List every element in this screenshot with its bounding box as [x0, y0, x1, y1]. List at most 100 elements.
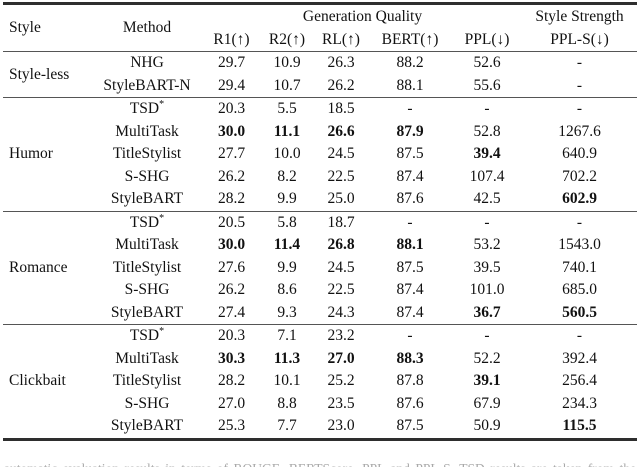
metric-value: 87.5: [396, 417, 424, 435]
metric-value: 602.9: [562, 190, 597, 208]
metric-value: 24.5: [327, 145, 355, 163]
metric-value: 18.7: [327, 213, 355, 231]
metric-value: 88.3: [396, 349, 424, 367]
metric-value: 9.9: [277, 190, 297, 208]
metric-value: 392.4: [562, 349, 597, 367]
metric-value: -: [484, 100, 490, 118]
metric-value: -: [576, 327, 583, 345]
method-cell: S-SHG: [91, 393, 203, 416]
table-row: Style-less NHG 29.7 10.9 26.3 88.2 52.6 -: [3, 52, 637, 82]
method-name: StyleBART-N: [103, 76, 191, 94]
method-cell: StyleBART: [91, 188, 203, 211]
metric-value: 26.8: [327, 236, 355, 254]
metric-value: 26.2: [327, 76, 355, 94]
column-group-generation-quality: Generation Quality: [302, 7, 423, 25]
metric-value: 87.5: [396, 258, 424, 276]
method-cell: TitleStylist: [91, 370, 203, 393]
metric-value: 640.9: [562, 145, 597, 163]
table-row: StyleBART-N 29.4 10.7 26.2 88.1 55.6 -: [3, 75, 637, 98]
metric-value: 23.2: [327, 327, 355, 345]
method-name: TSD: [129, 213, 160, 231]
method-name: StyleBART: [110, 417, 184, 435]
method-cell: MultiTask: [91, 234, 203, 257]
metric-value: 26.3: [327, 54, 355, 72]
metric-value: -: [576, 54, 583, 72]
column-header-ppl-s: PPL-S(↓): [550, 30, 609, 48]
metric-value: 87.9: [396, 122, 424, 140]
method-cell: NHG: [91, 52, 203, 75]
table-row: TitleStylist 28.2 10.1 25.2 87.8 39.1 256.4: [3, 370, 637, 393]
metric-value: 27.0: [327, 349, 355, 367]
table-row: Humor TSD* 20.3 5.5 18.5 - - -: [3, 97, 638, 162]
metric-value: 52.2: [473, 349, 501, 367]
metric-value: 87.4: [396, 303, 424, 321]
metric-value: 87.6: [396, 394, 424, 412]
metric-value: 11.3: [273, 349, 301, 367]
table-row: StyleBART 25.3 7.7 23.0 87.5 50.9 115.5: [3, 415, 637, 439]
metric-value: -: [576, 76, 583, 94]
table-header: Style Method Generation Quality Style St…: [3, 4, 638, 52]
metric-value: 36.7: [473, 303, 501, 321]
method-name: S-SHG: [124, 281, 170, 299]
method-superscript: *: [159, 212, 165, 224]
metric-value: -: [407, 100, 413, 118]
metric-value: 87.4: [396, 281, 424, 299]
metric-value: 11.4: [273, 236, 301, 254]
metric-value: 10.1: [273, 372, 301, 390]
column-header-r2: R2(↑): [268, 30, 306, 48]
metric-value: 22.5: [327, 167, 355, 185]
column-header-r1: R1(↑): [213, 30, 250, 48]
metric-value: 30.3: [217, 349, 246, 367]
metric-value: 7.1: [277, 327, 297, 345]
style-group-label: Humor: [9, 145, 53, 163]
metric-value: 10.9: [273, 54, 301, 72]
metric-value: 88.1: [396, 236, 424, 254]
method-cell: TSD*: [91, 98, 203, 121]
method-name: TitleStylist: [112, 258, 182, 276]
metric-value: 25.3: [217, 417, 246, 435]
metric-value: 27.4: [217, 303, 246, 321]
metric-value: 53.2: [473, 236, 501, 254]
metric-value: 18.5: [327, 100, 355, 118]
metric-value: 25.0: [327, 190, 355, 208]
table-row: StyleBART 27.4 9.3 24.3 87.4 36.7 560.5: [3, 302, 637, 325]
table-row: S-SHG 27.0 8.8 23.5 87.6 67.9 234.3: [3, 393, 637, 416]
metric-value: 10.7: [273, 76, 301, 94]
metric-value: 702.2: [562, 167, 597, 185]
table-row: Clickbait TSD* 20.3 7.1 23.2 - - -: [3, 324, 638, 389]
method-name: S-SHG: [124, 167, 170, 185]
method-cell: S-SHG: [91, 279, 203, 302]
metric-value: 67.9: [473, 394, 501, 412]
method-name: MultiTask: [115, 236, 179, 254]
metric-value: 5.8: [277, 213, 297, 231]
metric-value: 39.1: [473, 372, 501, 390]
metric-value: 7.7: [277, 417, 297, 435]
metric-value: 8.8: [277, 394, 297, 412]
metric-value: 20.5: [217, 213, 246, 231]
metric-value: 39.4: [473, 145, 501, 163]
column-header-bert: BERT(↑): [381, 30, 439, 48]
method-name: StyleBART: [110, 190, 184, 208]
metric-value: 52.8: [473, 122, 501, 140]
metric-value: 740.1: [562, 258, 597, 276]
column-header-ppl: PPL(↓): [464, 30, 510, 48]
method-name: TSD: [129, 100, 160, 118]
table-row: S-SHG 26.2 8.2 22.5 87.4 107.4 702.2: [3, 166, 637, 189]
method-name: MultiTask: [115, 122, 179, 140]
method-cell: StyleBART: [91, 302, 203, 325]
metric-value: 26.2: [217, 281, 246, 299]
metric-value: -: [407, 327, 413, 345]
method-cell: TitleStylist: [91, 257, 203, 280]
table-row: MultiTask 30.0 11.4 26.8 88.1 53.2 1543.0: [3, 234, 637, 257]
metric-value: 88.2: [396, 54, 424, 72]
method-cell: MultiTask: [91, 121, 203, 144]
method-cell: StyleBART: [91, 415, 203, 439]
table-row: Romance TSD* 20.5 5.8 18.7 - - -: [3, 211, 638, 276]
table-row: TitleStylist 27.7 10.0 24.5 87.5 39.4 640.9: [3, 143, 637, 166]
style-group-label: Clickbait: [9, 372, 66, 390]
table-row: MultiTask 30.3 11.3 27.0 88.3 52.2 392.4: [3, 348, 637, 371]
group-header-row: Style Method Generation Quality Style St…: [3, 4, 637, 37]
table-row: TitleStylist 27.6 9.9 24.5 87.5 39.5 740.1: [3, 257, 637, 280]
column-group-style-strength: Style Strength: [535, 7, 624, 25]
metric-value: -: [576, 213, 583, 231]
